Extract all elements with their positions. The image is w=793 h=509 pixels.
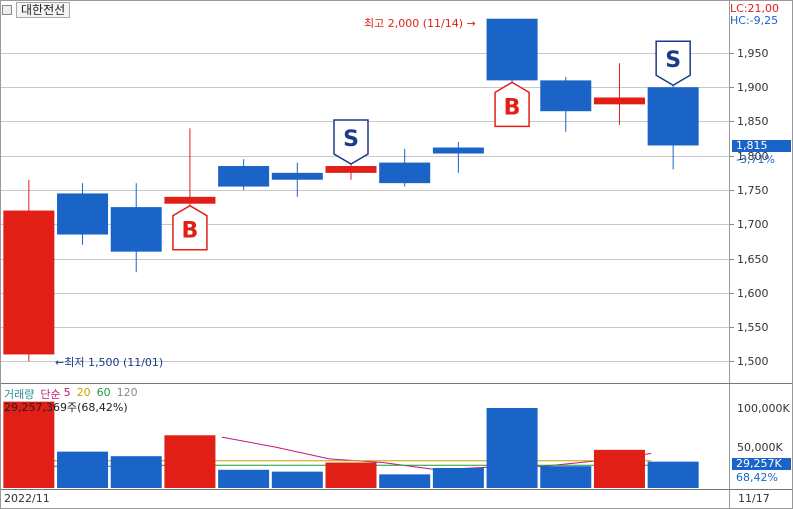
price-tick-label: 1,550 [737, 320, 769, 334]
price-tick-label: 1,950 [737, 46, 769, 60]
candle-body [271, 172, 323, 180]
price-tick-label: 1,700 [737, 217, 769, 231]
price-tick-label: 1,500 [737, 354, 769, 368]
volume-bar [379, 474, 431, 488]
volume-bar [432, 468, 484, 488]
volume-bar [110, 456, 162, 488]
legend-simple[interactable]: 단순 [40, 388, 61, 401]
buy-signal-marker [494, 81, 530, 128]
volume-bar [647, 461, 699, 488]
volume-bar [3, 401, 55, 488]
price-tick-label: 1,650 [737, 252, 769, 266]
stock-selector[interactable]: 대한전선 [2, 2, 71, 18]
price-grid [0, 53, 734, 362]
legend-volume[interactable]: 거래량 [4, 388, 35, 401]
candle-body [3, 210, 55, 355]
current-price-badge: 1,815 [732, 140, 791, 152]
signal-label: S [665, 48, 681, 73]
sell-signal-marker [333, 119, 369, 165]
legend-ma60[interactable]: 60 [96, 386, 111, 399]
lc-value: LC:21,00 [730, 2, 780, 15]
price-tick-label: 1,900 [737, 80, 769, 94]
candle-body [486, 18, 538, 81]
price-tick-label: 1,800 [737, 149, 769, 163]
price-tick-label: 1,850 [737, 114, 769, 128]
signal-label: S [343, 127, 359, 152]
candles [3, 18, 699, 362]
volume-bars [3, 401, 699, 488]
candle-body [432, 147, 484, 154]
sell-signal-marker [655, 40, 691, 87]
candle-body [325, 166, 377, 173]
buy-signal-marker [172, 204, 208, 251]
candle-body [379, 162, 431, 184]
legend-ma120[interactable]: 120 [116, 386, 138, 399]
volume-bar [593, 449, 645, 488]
volume-bar [218, 469, 270, 488]
volume-bar [486, 408, 538, 488]
price-tick-label: 1,750 [737, 183, 769, 197]
current-volume-badge: 29,257K [732, 458, 791, 470]
low-annotation: ←최저 1,500 (11/01) [55, 356, 164, 369]
candle-body [57, 193, 109, 235]
date-end: 11/17 [738, 492, 770, 505]
volume-tick-100000k: 100,000K [737, 402, 790, 415]
candle-body [218, 166, 270, 187]
hc-value: HC:-9,25 [730, 14, 779, 27]
high-annotation: 최고 2,000 (11/14) → [364, 17, 476, 30]
volume-bar [164, 435, 216, 488]
current-volume-pct: 68,42% [736, 471, 778, 484]
volume-bar [57, 451, 109, 488]
candle-body [110, 207, 162, 252]
price-tick-label: 1,600 [737, 286, 769, 300]
volume-bar [540, 466, 592, 488]
candle-body [164, 196, 216, 204]
trade-signals: B S B S [172, 40, 691, 251]
volume-total: 29,257,369주(68,42%) [4, 401, 128, 414]
signal-label: B [182, 219, 199, 244]
panel-toggle-icon[interactable] [2, 5, 12, 15]
legend-ma20[interactable]: 20 [76, 386, 91, 399]
candle-body [540, 80, 592, 112]
date-start: 2022/11 [4, 492, 50, 505]
stock-name[interactable]: 대한전선 [16, 2, 71, 18]
signal-label: B [504, 95, 521, 120]
candle-body [593, 97, 645, 105]
volume-legend: 거래량 단순 5 20 60 120 [4, 386, 138, 402]
volume-tick-50000k: 50,000K [737, 441, 783, 454]
candle-body [647, 87, 699, 146]
legend-ma5[interactable]: 5 [63, 386, 71, 399]
volume-bar [271, 471, 323, 488]
current-change: -3,71% [736, 153, 775, 166]
volume-bar [325, 462, 377, 488]
